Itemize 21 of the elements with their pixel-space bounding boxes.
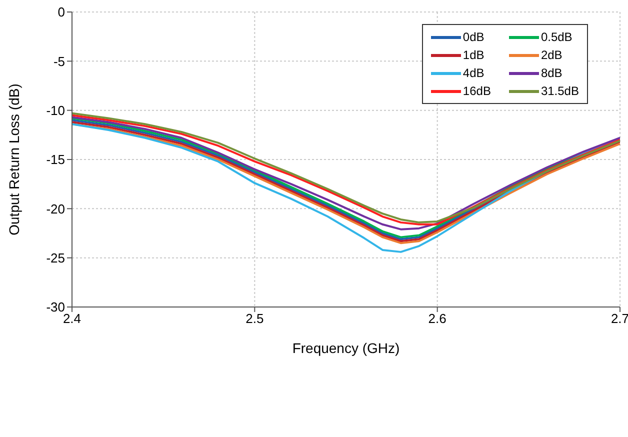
y-tick-label: 0 [58, 4, 65, 20]
legend-label: 2dB [540, 48, 562, 62]
y-tick-label: -5 [53, 54, 65, 69]
legend-label: 31.5dB [540, 84, 579, 98]
legend-label: 4dB [462, 66, 484, 80]
x-tick-label: 2.6 [428, 311, 446, 326]
legend-label: 1dB [462, 48, 484, 62]
x-tick-label: 2.4 [62, 311, 82, 326]
x-axis-title: Frequency (GHz) [292, 340, 400, 356]
legend-label: 16dB [462, 84, 491, 98]
legend-label: 0.5dB [540, 30, 572, 44]
legend-label: 8dB [540, 66, 562, 80]
y-axis-title: Output Return Loss (dB) [6, 84, 22, 236]
x-tick-label: 2.5 [246, 311, 264, 326]
y-tick-label: -25 [46, 250, 65, 266]
legend-label: 0dB [462, 30, 484, 44]
y-tick-label: -10 [46, 102, 65, 118]
y-tick-label: -20 [46, 201, 65, 216]
y-tick-label: -30 [46, 300, 65, 315]
y-tick-label: -15 [46, 152, 65, 168]
x-tick-label: 2.7 [610, 311, 628, 326]
